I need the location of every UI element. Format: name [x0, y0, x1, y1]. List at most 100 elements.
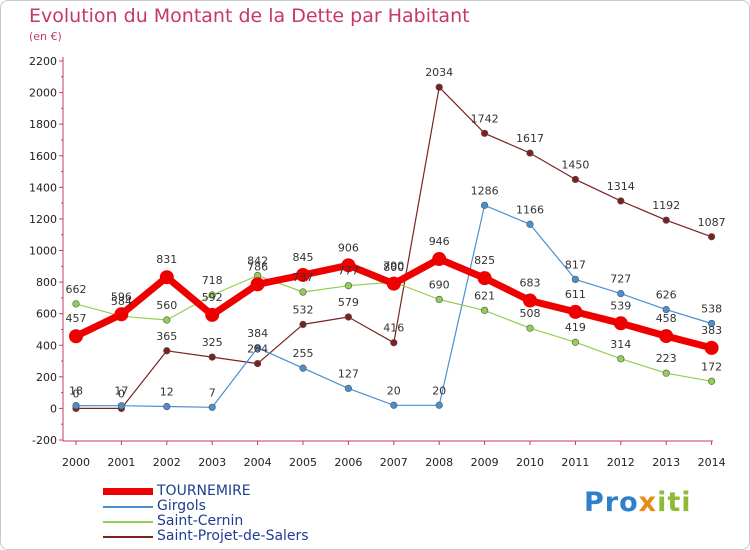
- data-point: [435, 401, 443, 409]
- data-label: 737: [293, 271, 314, 284]
- data-point: [390, 401, 398, 409]
- data-point: [481, 129, 489, 137]
- x-tick-label: 2006: [334, 456, 362, 469]
- data-label: 584: [111, 295, 132, 308]
- y-tick-label: 1000: [29, 245, 57, 258]
- y-tick-label: -200: [32, 434, 57, 447]
- legend-swatch: [103, 536, 153, 538]
- data-label: 825: [474, 254, 495, 267]
- x-tick-label: 2009: [471, 456, 499, 469]
- data-label: 0: [118, 387, 125, 400]
- data-label: 611: [565, 288, 586, 301]
- data-label: 790: [383, 260, 404, 273]
- data-label: 1192: [652, 199, 680, 212]
- data-point: [617, 197, 625, 205]
- data-point: [662, 216, 670, 224]
- data-point: [208, 353, 216, 361]
- y-tick-label: 1200: [29, 213, 57, 226]
- data-point: [617, 290, 625, 298]
- data-point: [662, 305, 670, 314]
- data-label: 786: [247, 260, 268, 273]
- data-point: [205, 307, 220, 322]
- y-tick-label: 800: [36, 276, 57, 289]
- data-label: 284: [247, 343, 268, 356]
- data-point: [707, 377, 716, 385]
- data-point: [526, 149, 534, 157]
- data-point: [481, 201, 489, 209]
- data-label: 1087: [698, 216, 726, 229]
- y-tick-label: 600: [36, 308, 57, 321]
- data-label: 1166: [516, 203, 544, 216]
- data-point: [659, 329, 674, 344]
- data-point: [662, 369, 670, 377]
- data-label: 458: [656, 312, 677, 325]
- data-point: [523, 293, 537, 308]
- data-point: [299, 364, 307, 372]
- data-label: 621: [474, 289, 495, 302]
- data-point: [163, 347, 171, 355]
- data-label: 532: [293, 303, 314, 316]
- legend-label: Saint-Cernin: [157, 513, 244, 529]
- data-label: 817: [565, 258, 586, 271]
- y-tick-label: 1800: [29, 118, 57, 131]
- data-label: 419: [565, 321, 586, 334]
- data-point: [435, 83, 443, 91]
- data-point: [254, 344, 262, 352]
- legend-label: Girgols: [157, 498, 206, 514]
- x-tick-label: 2011: [561, 456, 589, 469]
- data-point: [208, 291, 216, 299]
- data-point: [72, 300, 80, 308]
- data-point: [159, 270, 174, 285]
- data-point: [72, 401, 80, 410]
- data-label: 538: [701, 302, 722, 315]
- data-label: 325: [202, 336, 223, 349]
- x-tick-label: 2004: [244, 456, 272, 469]
- y-tick-label: 200: [36, 371, 57, 384]
- data-point: [344, 384, 353, 392]
- data-point: [707, 319, 716, 328]
- data-point: [299, 320, 307, 329]
- data-point: [69, 329, 83, 344]
- data-label: 690: [429, 278, 450, 291]
- data-label: 0: [73, 387, 80, 400]
- data-point: [299, 288, 307, 296]
- data-label: 579: [338, 296, 359, 309]
- data-label: 662: [66, 283, 87, 296]
- data-label: 12: [160, 386, 174, 399]
- data-point: [390, 339, 398, 347]
- data-label: 596: [111, 290, 132, 303]
- y-tick-label: 0: [50, 402, 57, 415]
- data-point: [341, 258, 356, 273]
- x-tick-label: 2013: [652, 456, 680, 469]
- data-point: [704, 340, 719, 355]
- y-tick-label: 2000: [29, 87, 57, 100]
- data-point: [432, 252, 447, 267]
- data-point: [254, 359, 262, 368]
- x-tick-label: 2007: [380, 456, 408, 469]
- legend-swatch: [103, 521, 153, 523]
- data-point: [571, 338, 580, 346]
- data-label: 20: [432, 384, 446, 397]
- x-tick-label: 2002: [153, 456, 181, 469]
- data-label: 1617: [516, 132, 544, 145]
- x-tick-label: 2012: [607, 456, 635, 469]
- data-label: 365: [156, 330, 177, 343]
- data-label: 20: [387, 384, 401, 397]
- chart-title: Evolution du Montant de la Dette par Hab…: [29, 5, 470, 27]
- data-label: 1314: [607, 180, 635, 193]
- data-label: 314: [610, 338, 631, 351]
- data-label: 539: [610, 299, 631, 312]
- x-tick-label: 2005: [289, 456, 317, 469]
- data-label-layer: 0 0 365 325 284 532 579 416 2034 1742 1617 1450 1314…: [66, 66, 726, 400]
- data-label: 383: [701, 324, 722, 337]
- data-point: [617, 355, 625, 363]
- data-label: 7: [209, 386, 216, 399]
- data-label: 1286: [471, 184, 499, 197]
- y-tick-label: 1400: [29, 181, 57, 194]
- data-point: [208, 403, 216, 411]
- data-point: [568, 304, 583, 319]
- data-point: [386, 276, 401, 291]
- data-label: 800: [383, 261, 404, 274]
